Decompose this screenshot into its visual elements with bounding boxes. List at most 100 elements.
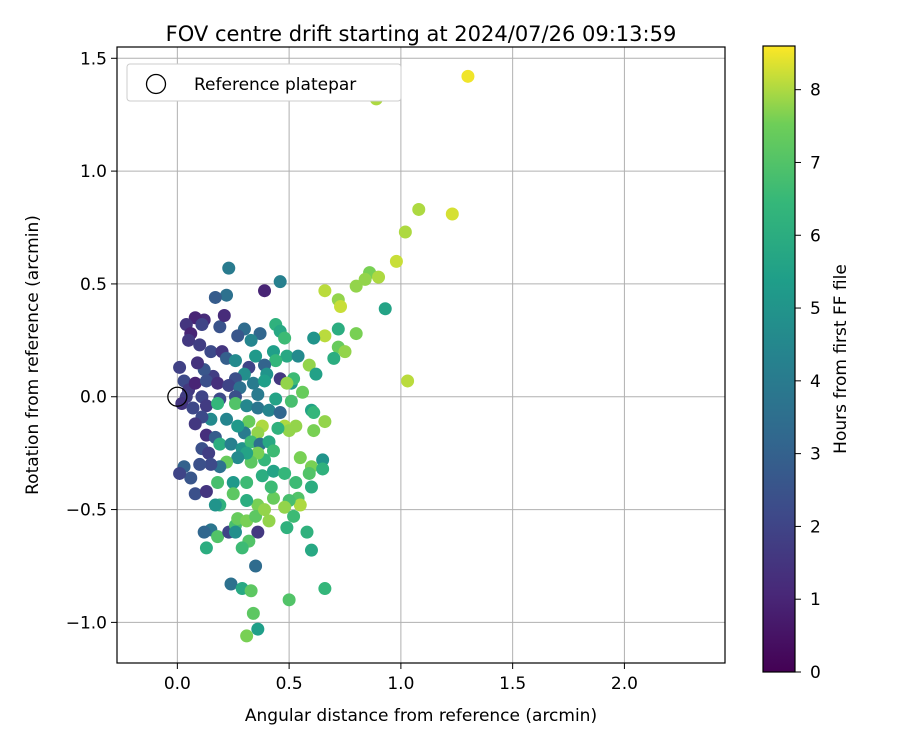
data-point: [278, 500, 292, 514]
data-point: [208, 290, 222, 304]
data-point: [251, 525, 265, 539]
y-axis-ticks: −1.0 −0.5 0.0 0.5 1.0 1.5: [66, 49, 117, 633]
data-point: [251, 387, 265, 401]
data-point: [211, 376, 225, 390]
data-point: [327, 351, 341, 365]
data-point: [258, 374, 272, 388]
data-point: [193, 457, 207, 471]
y-tick-label: −1.0: [66, 613, 107, 633]
data-point: [235, 541, 249, 555]
x-tick-label: 1.0: [387, 674, 414, 694]
data-point: [349, 279, 363, 293]
data-point: [213, 320, 227, 334]
data-point: [190, 356, 204, 370]
data-point: [228, 525, 242, 539]
data-point: [273, 275, 287, 289]
x-tick-label: 0.0: [164, 674, 191, 694]
colorbar-tick-label: 5: [810, 299, 821, 319]
data-point: [266, 444, 280, 458]
data-point: [193, 338, 207, 352]
x-tick-label: 0.5: [276, 674, 303, 694]
y-tick-label: 1.5: [80, 49, 107, 69]
data-point: [173, 466, 187, 480]
colorbar-tick-label: 3: [810, 445, 821, 465]
colorbar-tick-label: 8: [810, 81, 821, 101]
x-tick-label: 2.0: [611, 674, 638, 694]
y-tick-label: 0.5: [80, 275, 107, 295]
data-point: [304, 480, 318, 494]
data-point: [211, 475, 225, 489]
y-axis-label: Rotation from reference (arcmin): [23, 215, 43, 495]
data-point: [226, 475, 240, 489]
data-point: [251, 401, 265, 415]
data-point: [231, 451, 245, 465]
data-point: [217, 309, 231, 323]
data-point: [211, 530, 225, 544]
colorbar-gradient: [762, 45, 796, 673]
data-point: [249, 509, 263, 523]
data-point: [282, 593, 296, 607]
data-point: [309, 367, 323, 381]
legend: Reference platepar: [126, 63, 402, 102]
data-point: [461, 69, 475, 83]
y-tick-label: 1.0: [80, 162, 107, 182]
data-point: [262, 514, 276, 528]
data-point: [284, 394, 298, 408]
data-point: [220, 412, 234, 426]
legend-marker-reference: [145, 73, 167, 95]
data-point: [199, 374, 213, 388]
colorbar-tick-label: 0: [810, 663, 821, 683]
data-point: [231, 419, 245, 433]
data-point: [184, 471, 198, 485]
data-point: [287, 509, 301, 523]
plot-frame: [116, 46, 726, 664]
data-points: [167, 69, 475, 643]
data-point: [445, 207, 459, 221]
data-point: [318, 582, 332, 596]
data-point: [199, 485, 213, 499]
reference-marker: [167, 386, 188, 407]
data-point: [202, 446, 216, 460]
data-point: [278, 466, 292, 480]
data-point: [331, 322, 345, 336]
data-point: [249, 349, 263, 363]
data-point: [253, 327, 267, 341]
data-point: [271, 421, 285, 435]
data-point: [318, 284, 332, 298]
data-point: [204, 457, 218, 471]
data-point: [240, 475, 254, 489]
data-point: [280, 376, 294, 390]
data-point: [246, 606, 260, 620]
data-point: [186, 401, 200, 415]
data-point: [307, 424, 321, 438]
data-point: [249, 559, 263, 573]
data-point: [269, 392, 283, 406]
data-point: [262, 403, 276, 417]
data-point: [251, 446, 265, 460]
data-point: [280, 349, 294, 363]
data-point: [222, 378, 236, 392]
data-point: [358, 272, 372, 286]
data-point: [222, 261, 236, 275]
data-point: [258, 503, 272, 517]
data-point: [188, 417, 202, 431]
data-point: [338, 345, 352, 359]
data-point: [302, 358, 316, 372]
data-point: [199, 541, 213, 555]
data-point: [266, 491, 280, 505]
chart-title: FOV centre drift starting at 2024/07/26 …: [166, 22, 677, 46]
data-point: [349, 327, 363, 341]
data-point: [251, 622, 265, 636]
data-point: [244, 333, 258, 347]
data-point: [293, 498, 307, 512]
colorbar-tick-label: 6: [810, 226, 821, 246]
data-point: [173, 360, 187, 374]
x-axis-label: Angular distance from reference (arcmin): [245, 706, 597, 726]
data-point: [300, 525, 314, 539]
legend-box: [126, 63, 402, 102]
data-point: [318, 415, 332, 429]
data-point: [389, 254, 403, 268]
data-point: [204, 345, 218, 359]
data-point: [220, 288, 234, 302]
